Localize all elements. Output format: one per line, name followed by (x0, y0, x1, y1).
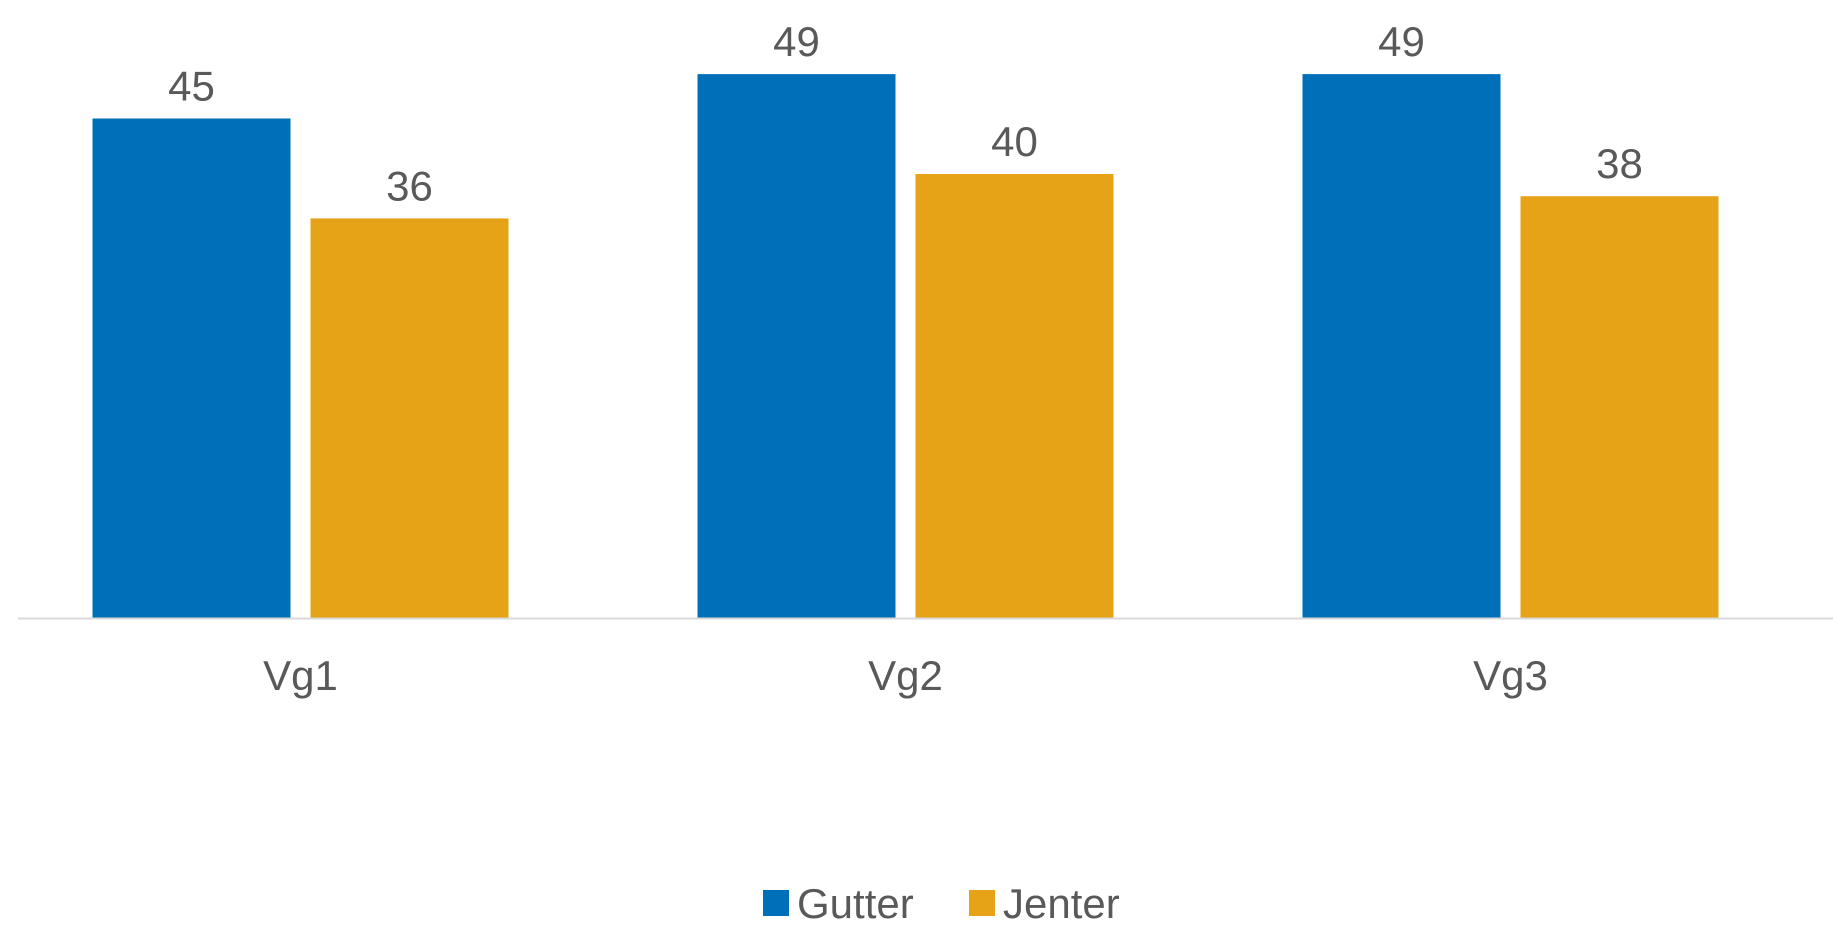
value-label-jenter-vg3: 38 (1596, 140, 1643, 187)
legend: Gutter Jenter (763, 880, 1120, 927)
legend-label-gutter: Gutter (797, 880, 914, 927)
bar-jenter-vg2 (915, 174, 1114, 618)
value-label-gutter-vg3: 49 (1378, 18, 1425, 65)
category-label-vg1: Vg1 (263, 652, 338, 699)
legend-label-jenter: Jenter (1003, 880, 1120, 927)
bar-jenter-vg1 (310, 218, 509, 618)
legend-swatch-gutter (763, 890, 789, 916)
category-label-vg2: Vg2 (868, 652, 943, 699)
category-labels-layer: Vg1 Vg2 Vg3 (263, 652, 1548, 699)
bar-jenter-vg3 (1520, 196, 1719, 618)
value-label-jenter-vg1: 36 (386, 162, 433, 209)
value-label-jenter-vg2: 40 (991, 118, 1038, 165)
value-labels-layer: 45 36 49 40 49 38 (168, 18, 1643, 209)
value-label-gutter-vg2: 49 (773, 18, 820, 65)
bar-gutter-vg1 (92, 118, 291, 618)
category-label-vg3: Vg3 (1473, 652, 1548, 699)
legend-swatch-jenter (969, 890, 995, 916)
bar-gutter-vg2 (697, 74, 896, 619)
value-label-gutter-vg1: 45 (168, 63, 215, 110)
bars-layer (92, 74, 1719, 619)
bar-gutter-vg3 (1302, 74, 1501, 619)
